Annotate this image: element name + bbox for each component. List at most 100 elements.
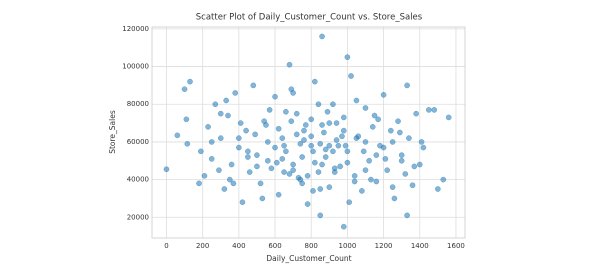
point [286,171,293,177]
point [340,127,347,134]
point [308,116,315,123]
point [333,120,340,126]
point [304,173,311,179]
point [319,161,325,168]
point [299,180,305,187]
point [301,137,307,143]
point [201,173,208,179]
point [420,144,427,151]
point [264,157,271,164]
point [228,161,235,168]
point [163,166,170,173]
point [299,154,305,160]
point [418,139,425,145]
point [257,180,264,187]
point [317,212,324,219]
y-axis-label: Store_Sales [108,110,117,154]
x-tick-label: 1600 [447,242,465,250]
point [226,176,233,183]
point [360,148,367,155]
point [304,201,311,207]
point [317,141,324,147]
point [263,122,269,128]
point [312,159,318,166]
point [397,129,403,136]
point [290,161,296,168]
point [264,139,271,145]
point [236,135,242,141]
point [416,161,423,168]
point [181,86,188,92]
point [321,129,327,136]
point [326,142,333,149]
point [254,152,260,158]
point [369,124,376,130]
point [315,101,322,108]
point [254,163,260,170]
point [259,195,266,202]
x-tick-label: 1200 [375,242,393,250]
point [295,174,302,181]
point [340,114,347,121]
point [333,137,340,143]
point [411,163,418,170]
point [326,120,333,126]
point [373,178,380,185]
point [236,144,242,151]
point [359,188,365,194]
point [198,148,204,155]
y-tick-label: 20000 [127,213,149,221]
point [368,176,374,183]
point [348,73,354,79]
point [279,156,286,162]
point [212,101,219,108]
point [362,167,369,173]
x-tick-label: 800 [305,242,318,250]
point [402,171,409,177]
point [319,122,325,128]
point [351,173,358,179]
point [245,154,251,160]
point [279,135,286,141]
point [319,33,325,40]
point [445,114,452,121]
point [315,169,322,175]
point [283,148,289,155]
point [344,148,351,155]
point [340,223,347,230]
point [216,167,222,173]
point [237,120,244,126]
point [409,182,416,189]
point [290,167,296,173]
point [288,118,295,124]
point [322,154,329,160]
points [163,33,452,230]
point [217,110,224,117]
point [272,93,278,100]
x-tick-label: 1400 [411,242,429,250]
point [406,135,412,141]
point [250,82,257,89]
point [339,133,345,140]
point [346,199,353,206]
point [353,135,360,141]
point [187,78,193,85]
point [404,212,410,219]
point [362,105,369,111]
point [330,148,336,155]
point [266,107,273,113]
point [297,141,304,147]
point [286,61,293,68]
point [252,131,258,138]
point [274,159,280,166]
y-tick-label: 40000 [127,176,149,184]
point [351,178,358,185]
point [196,180,202,187]
point [239,199,246,206]
point [205,124,211,130]
point [324,108,331,115]
point [272,144,278,151]
point [221,186,228,192]
y-tick-label: 80000 [127,100,149,108]
